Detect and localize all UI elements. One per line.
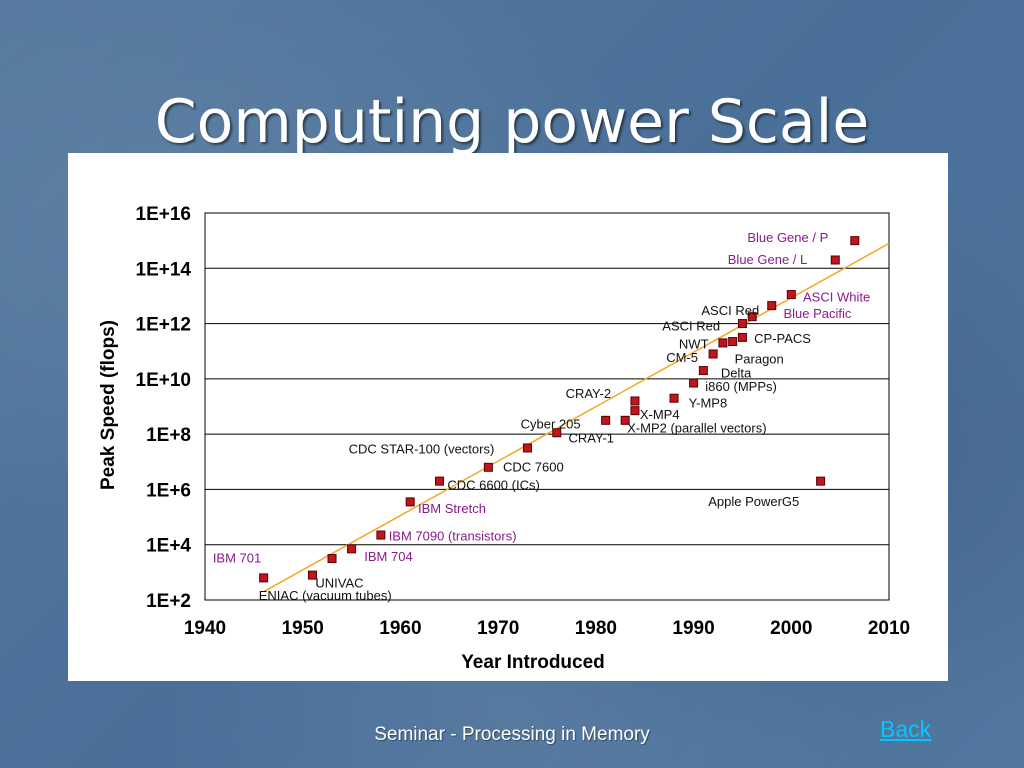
- data-point: [708, 349, 718, 359]
- peak-speed-chart: 1E+2 1E+4 1E+6 1E+8 1E+10 1E+12 1E+14 1E+16 194…: [98, 204, 910, 673]
- x-tick-labels: 1940 1950 1960 1970 1980 1990 2000 2010: [184, 618, 910, 639]
- point-label: IBM 7090 (transistors): [389, 528, 517, 543]
- data-point: [630, 406, 640, 416]
- chart-panel: 1E+2 1E+4 1E+6 1E+8 1E+10 1E+12 1E+14 1E+16 194…: [68, 153, 948, 681]
- point-label: IBM 704: [364, 549, 412, 564]
- data-point: [786, 290, 796, 300]
- x-tick-label: 1950: [282, 618, 324, 639]
- data-point: [327, 554, 337, 564]
- y-axis-label: Peak Speed (flops): [98, 320, 119, 490]
- point-label: ASCI Red: [701, 303, 759, 318]
- point-label: X-MP2 (parallel vectors): [627, 421, 766, 436]
- data-point: [689, 378, 699, 388]
- point-label: NWT: [679, 336, 709, 351]
- point-label: CDC STAR-100 (vectors): [349, 441, 495, 456]
- data-point: [850, 236, 860, 246]
- y-tick-label: 1E+16: [136, 204, 191, 225]
- point-label: ASCI Red: [662, 318, 720, 333]
- data-point: [483, 462, 493, 472]
- y-tick-label: 1E+14: [136, 259, 192, 280]
- point-label: Blue Gene / P: [747, 230, 828, 245]
- data-point: [601, 415, 611, 425]
- data-point: [435, 476, 445, 486]
- trend-line: [263, 242, 890, 593]
- y-tick-label: 1E+6: [146, 480, 191, 501]
- data-point: [718, 338, 728, 348]
- data-point: [767, 301, 777, 311]
- x-tick-label: 1990: [672, 618, 714, 639]
- point-label: ENIAC (vacuum tubes): [259, 588, 392, 603]
- data-point: [630, 396, 640, 406]
- data-point: [698, 366, 708, 376]
- point-label: Y-MP8: [689, 396, 728, 411]
- point-label: IBM Stretch: [418, 501, 486, 516]
- point-label: IBM 701: [213, 551, 261, 566]
- data-point: [620, 415, 630, 425]
- data-point: [376, 530, 386, 540]
- data-point: [669, 393, 679, 403]
- x-tick-label: 1980: [575, 618, 617, 639]
- slide-title: Computing power Scale: [154, 87, 870, 157]
- point-label: Blue Gene / L: [728, 252, 808, 267]
- y-tick-label: 1E+8: [146, 425, 191, 446]
- point-label: CM-5: [666, 350, 698, 365]
- data-point: [830, 255, 840, 265]
- back-link[interactable]: Back: [880, 716, 932, 742]
- point-label: UNIVAC: [315, 575, 363, 590]
- data-point: [259, 573, 269, 583]
- point-label: CDC 7600: [503, 459, 564, 474]
- point-label: ASCI White: [803, 289, 870, 304]
- x-tick-label: 2010: [868, 618, 910, 639]
- y-tick-labels: 1E+2 1E+4 1E+6 1E+8 1E+10 1E+12 1E+14 1E+16: [136, 204, 192, 612]
- point-label: X-MP4: [640, 407, 680, 422]
- y-tick-label: 1E+2: [146, 591, 191, 612]
- x-tick-label: 1970: [477, 618, 519, 639]
- x-axis-label: Year Introduced: [461, 652, 605, 673]
- point-label: Paragon: [735, 352, 784, 367]
- data-point: [728, 337, 738, 347]
- point-label: CDC 6600 (ICs): [447, 477, 539, 492]
- data-point: [347, 544, 357, 554]
- point-label: Apple PowerG5: [708, 494, 799, 509]
- point-annotations: ENIAC (vacuum tubes)UNIVAC IBM 701 IBM 704…: [213, 230, 870, 603]
- data-point: [816, 476, 826, 486]
- plot-frame: [204, 212, 890, 601]
- data-point: [737, 332, 747, 342]
- point-label: CP-PACS: [754, 331, 811, 346]
- point-label: CRAY-2: [566, 386, 612, 401]
- x-tick-label: 1940: [184, 618, 226, 639]
- y-tick-label: 1E+12: [136, 315, 191, 336]
- y-tick-label: 1E+10: [136, 370, 191, 391]
- data-points: [259, 236, 860, 583]
- data-point: [552, 428, 562, 438]
- point-label: i860 (MPPs): [705, 379, 777, 394]
- data-point: [307, 570, 317, 580]
- data-point: [522, 443, 532, 453]
- data-point: [405, 497, 415, 507]
- point-label: Blue Pacific: [783, 306, 851, 321]
- point-label: CRAY-1: [568, 430, 614, 445]
- y-tick-label: 1E+4: [146, 536, 191, 557]
- point-label: Delta: [721, 365, 752, 380]
- data-point: [747, 312, 757, 322]
- x-tick-label: 2000: [770, 618, 812, 639]
- x-tick-label: 1960: [379, 618, 421, 639]
- point-label: Cyber 205: [521, 416, 581, 431]
- chart-grid: [204, 212, 890, 601]
- footer-seminar-title: Seminar - Processing in Memory: [374, 724, 650, 745]
- data-point: [737, 319, 747, 329]
